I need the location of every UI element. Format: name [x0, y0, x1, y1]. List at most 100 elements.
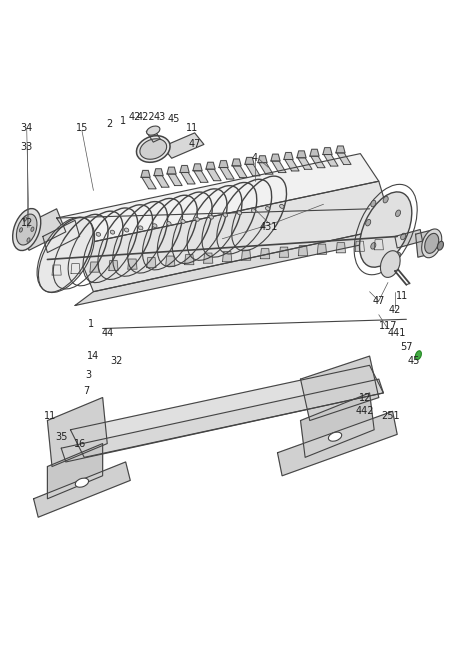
Polygon shape [163, 133, 204, 158]
Polygon shape [284, 152, 293, 160]
Polygon shape [233, 166, 247, 177]
Text: 33: 33 [20, 142, 33, 152]
Polygon shape [166, 256, 175, 266]
Polygon shape [324, 154, 338, 166]
Text: 2: 2 [106, 119, 113, 129]
Text: 11: 11 [44, 411, 56, 421]
Polygon shape [297, 151, 306, 158]
Text: 47: 47 [188, 139, 201, 149]
Ellipse shape [24, 217, 26, 221]
Polygon shape [323, 148, 332, 154]
Ellipse shape [438, 241, 444, 250]
Polygon shape [416, 229, 436, 257]
Polygon shape [56, 154, 379, 246]
Ellipse shape [425, 233, 439, 254]
Ellipse shape [153, 224, 157, 228]
Ellipse shape [280, 204, 284, 208]
Text: 45: 45 [168, 114, 180, 124]
Polygon shape [142, 177, 156, 189]
Polygon shape [242, 250, 251, 260]
Text: 16: 16 [74, 439, 86, 449]
Ellipse shape [37, 217, 94, 292]
Polygon shape [154, 169, 163, 175]
Ellipse shape [140, 139, 167, 159]
Ellipse shape [328, 432, 342, 442]
Text: 42: 42 [129, 112, 141, 122]
Ellipse shape [381, 251, 400, 277]
Polygon shape [185, 254, 194, 265]
Ellipse shape [96, 233, 100, 237]
Polygon shape [146, 128, 160, 142]
Ellipse shape [223, 213, 227, 217]
Polygon shape [259, 163, 273, 174]
Ellipse shape [395, 210, 400, 217]
Polygon shape [128, 259, 137, 269]
Text: 1: 1 [88, 319, 94, 329]
Polygon shape [317, 244, 326, 254]
Text: 57: 57 [400, 342, 413, 352]
Polygon shape [141, 170, 150, 177]
Polygon shape [374, 240, 383, 250]
Polygon shape [246, 164, 260, 176]
Polygon shape [219, 161, 228, 168]
Text: 15: 15 [76, 124, 88, 133]
Polygon shape [43, 220, 80, 252]
Text: 441: 441 [388, 328, 407, 338]
Polygon shape [355, 241, 364, 251]
Text: 117: 117 [379, 321, 397, 331]
Ellipse shape [125, 228, 129, 232]
Polygon shape [47, 397, 107, 466]
Ellipse shape [237, 211, 242, 215]
Ellipse shape [19, 228, 23, 232]
Text: 35: 35 [55, 432, 68, 442]
Polygon shape [90, 262, 99, 272]
Polygon shape [336, 242, 345, 253]
Polygon shape [75, 227, 393, 306]
Polygon shape [258, 156, 267, 163]
Polygon shape [336, 146, 345, 153]
Polygon shape [75, 181, 393, 292]
Text: 32: 32 [110, 355, 123, 366]
Ellipse shape [27, 238, 30, 242]
Text: 34: 34 [20, 124, 33, 133]
Text: 12: 12 [359, 392, 371, 403]
Polygon shape [207, 170, 221, 181]
Text: 431: 431 [259, 222, 277, 233]
Polygon shape [20, 209, 66, 250]
Ellipse shape [366, 219, 371, 226]
Ellipse shape [265, 206, 270, 210]
Ellipse shape [415, 351, 421, 359]
Ellipse shape [75, 478, 88, 487]
Polygon shape [271, 154, 280, 161]
Polygon shape [194, 171, 208, 182]
Ellipse shape [181, 219, 185, 223]
Text: 11: 11 [186, 124, 199, 133]
Text: 43: 43 [154, 112, 166, 122]
Polygon shape [245, 158, 254, 164]
Polygon shape [193, 164, 202, 171]
Polygon shape [70, 365, 383, 457]
Ellipse shape [383, 256, 388, 263]
Polygon shape [337, 153, 351, 164]
Ellipse shape [167, 221, 171, 225]
Ellipse shape [110, 230, 115, 234]
Text: 442: 442 [356, 406, 374, 417]
Polygon shape [206, 162, 215, 170]
Polygon shape [61, 379, 383, 462]
Text: 3: 3 [86, 369, 92, 380]
Text: 14: 14 [88, 351, 100, 361]
Ellipse shape [17, 214, 37, 245]
Text: 7: 7 [83, 386, 90, 396]
Ellipse shape [383, 196, 388, 203]
Text: 44: 44 [101, 328, 113, 338]
Polygon shape [180, 166, 189, 172]
Polygon shape [298, 246, 307, 256]
Text: 251: 251 [381, 411, 400, 421]
Polygon shape [279, 247, 288, 258]
Ellipse shape [13, 208, 41, 250]
Text: 12: 12 [20, 217, 33, 227]
Ellipse shape [360, 192, 412, 267]
Text: 1: 1 [120, 116, 126, 126]
Polygon shape [261, 248, 269, 259]
Text: 4: 4 [251, 153, 257, 163]
